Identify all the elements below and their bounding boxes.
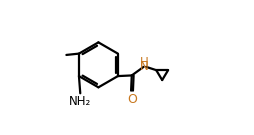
Text: O: O	[126, 93, 136, 106]
Text: N: N	[140, 60, 149, 73]
Text: NH₂: NH₂	[69, 95, 91, 108]
Text: H: H	[140, 56, 149, 69]
